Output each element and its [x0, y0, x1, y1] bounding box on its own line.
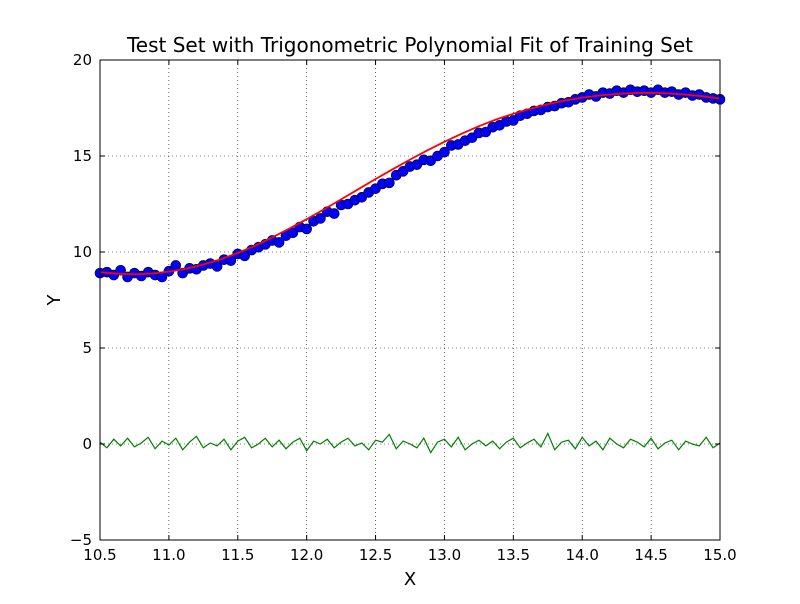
- x-tick-label: 10.5: [83, 546, 116, 564]
- axes-frame: [99, 59, 721, 541]
- x-tick-label: 14.0: [566, 546, 599, 564]
- y-tick-label: 20: [73, 51, 92, 69]
- x-tick-label: 15.0: [703, 546, 736, 564]
- y-axis-label: Y: [44, 294, 65, 307]
- data-point: [211, 261, 223, 272]
- y-tick-label: 15: [73, 147, 92, 165]
- y-tick-label: 10: [73, 243, 92, 261]
- y-tick-label: 5: [82, 339, 92, 357]
- axis-ticks: 10.5 11.0 11.5 12.0 12.5 13.0 13.5 14.0 14.5 15.0…: [70, 51, 737, 564]
- data-point: [439, 146, 450, 158]
- data-point: [273, 237, 285, 248]
- data-point: [287, 227, 299, 239]
- x-tick-label: 11.5: [221, 546, 254, 564]
- data-point: [315, 213, 326, 224]
- x-tick-label: 13.5: [497, 546, 530, 564]
- x-tick-label: 13.0: [428, 546, 461, 564]
- x-axis-label: X: [404, 569, 416, 590]
- x-tick-label: 14.5: [634, 546, 667, 564]
- x-tick-label: 12.0: [290, 546, 323, 564]
- data-point: [301, 223, 312, 235]
- y-tick-label: −5: [70, 531, 92, 549]
- data-point: [115, 264, 126, 276]
- residual-line: [99, 431, 721, 454]
- data-point: [328, 208, 340, 219]
- y-tick-label: 0: [82, 435, 92, 453]
- data-point: [384, 177, 395, 189]
- fit-line: [99, 91, 721, 276]
- x-tick-label: 12.5: [359, 546, 392, 564]
- x-tick-label: 11.0: [152, 546, 185, 564]
- chart-title: Test Set with Trigonometric Polynomial F…: [126, 33, 693, 57]
